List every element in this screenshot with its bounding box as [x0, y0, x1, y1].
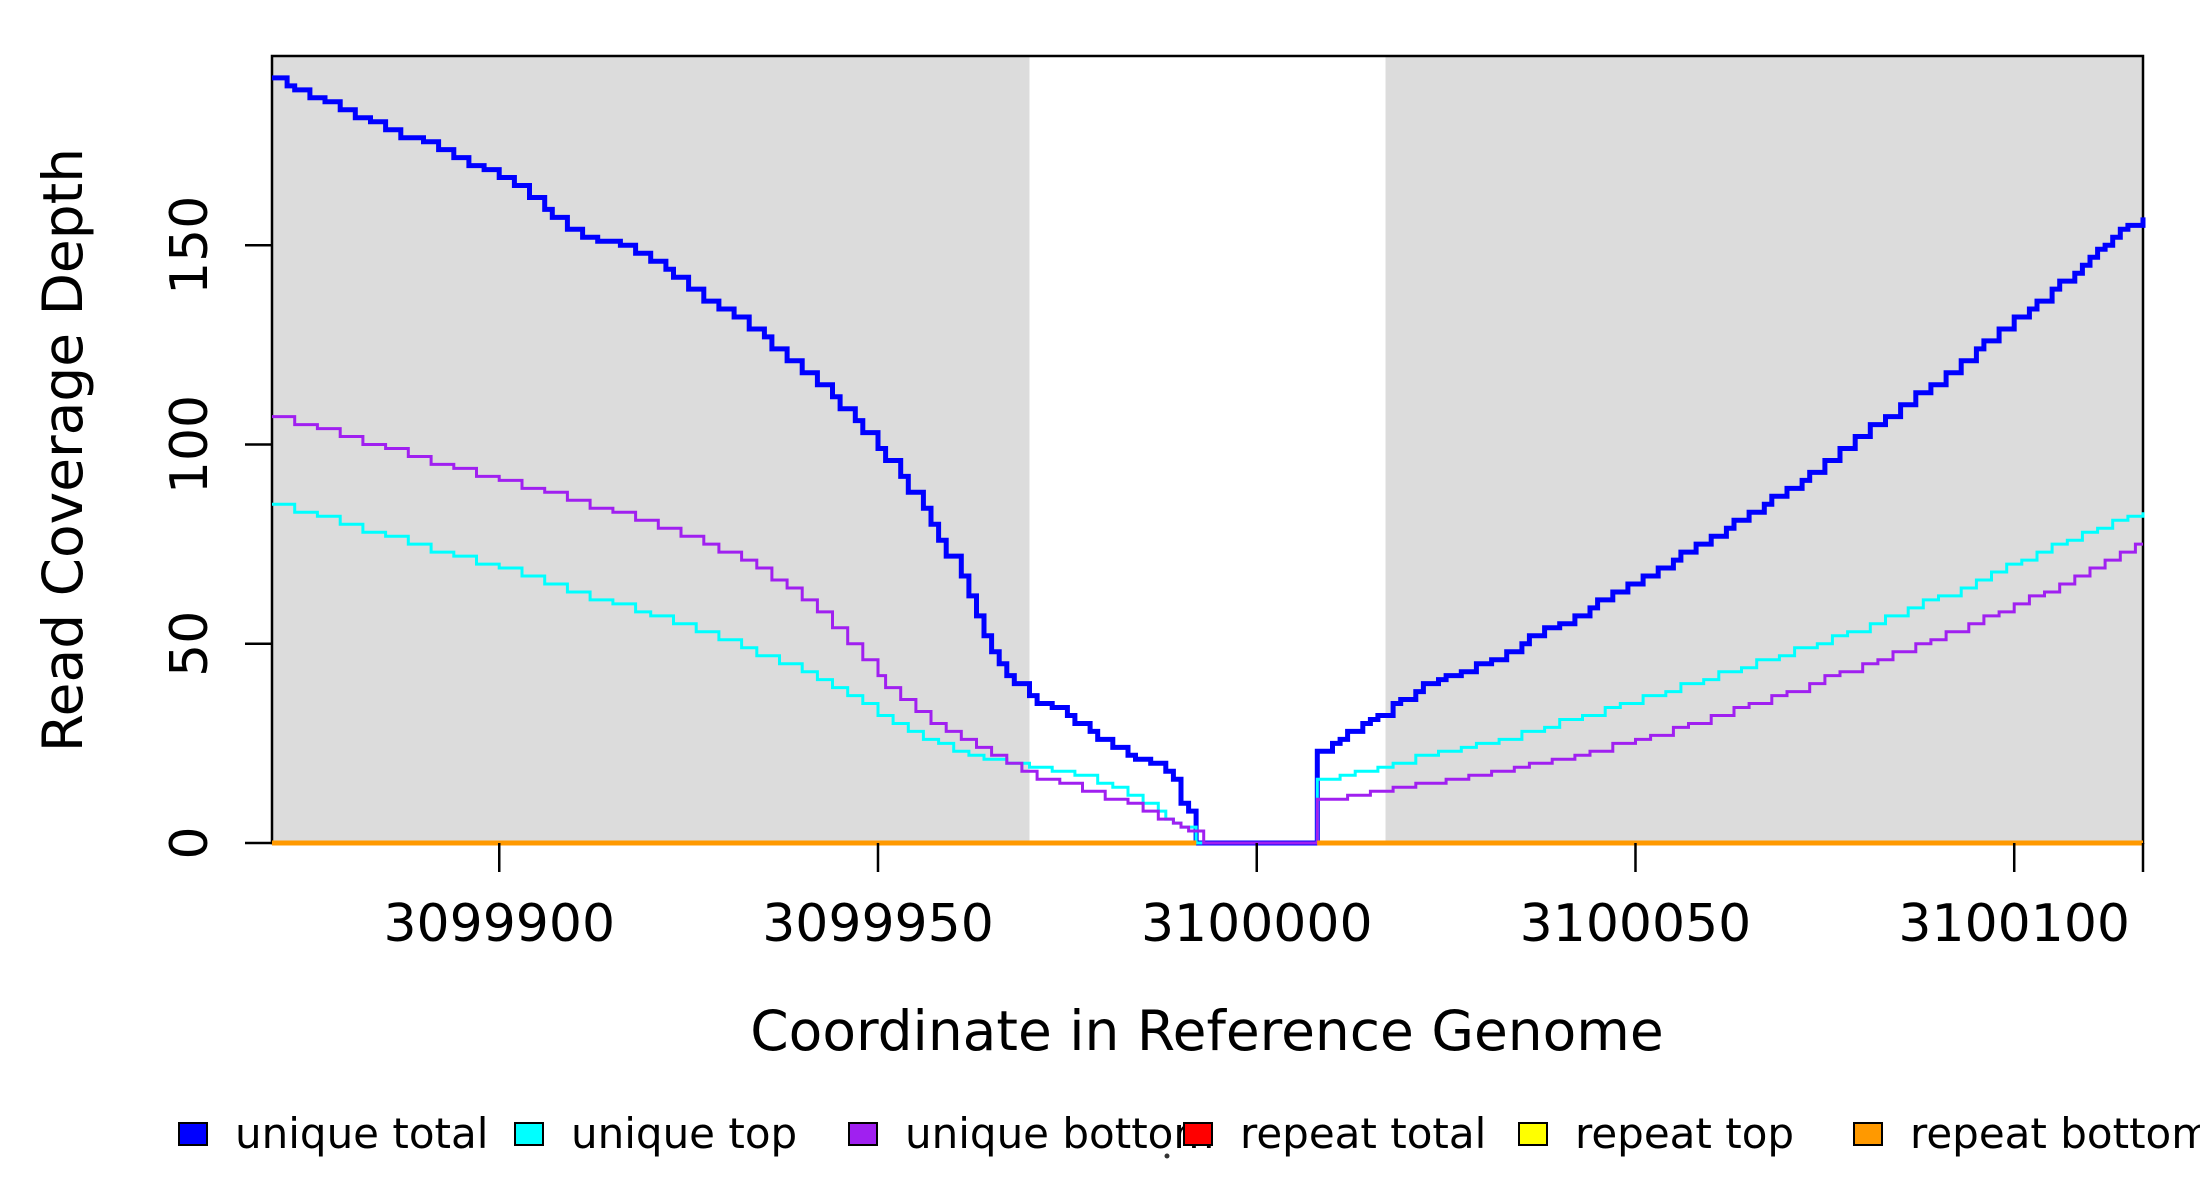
legend-item-repeat-total: repeat total — [1183, 1109, 1486, 1158]
small-dot — [1164, 1153, 1170, 1159]
series-line-unique-total — [272, 75, 2146, 846]
right-gray-region — [1385, 57, 2143, 843]
y-axis-title: Read Coverage Depth — [31, 148, 95, 752]
artifacts — [1164, 1153, 1170, 1159]
x-tick-label: 3100000 — [1141, 894, 1373, 954]
x-axis: 3099900 3099950 3100000 3100050 3100100 — [383, 843, 2145, 954]
legend-item-repeat-bottom: repeat bottom — [1853, 1109, 2200, 1158]
legend-item-unique-bottom: unique bottom — [848, 1109, 1214, 1158]
x-tick-label: 3100100 — [1898, 894, 2130, 954]
y-tick-label: 150 — [160, 196, 220, 295]
x-tick-label: 3100050 — [1520, 894, 1752, 954]
legend-swatch — [848, 1122, 878, 1146]
legend-item-unique-top: unique top — [514, 1109, 797, 1158]
legend-label: unique bottom — [905, 1109, 1214, 1158]
y-tick-label: 0 — [160, 826, 220, 859]
legend-swatch — [1853, 1122, 1883, 1146]
legend-item-repeat-top: repeat top — [1518, 1109, 1794, 1158]
legend-swatch — [1183, 1122, 1213, 1146]
legend: unique total unique top unique bottom repea… — [178, 1109, 2200, 1158]
legend-swatch — [1518, 1122, 1548, 1146]
legend-label: repeat top — [1575, 1109, 1794, 1158]
legend-swatch — [178, 1122, 208, 1146]
y-axis: 0 50 100 150 — [160, 196, 272, 860]
legend-item-unique-total: unique total — [178, 1109, 488, 1158]
series-lines — [272, 75, 2146, 846]
series-line-unique-bottom — [272, 415, 2143, 845]
y-tick-label: 50 — [160, 611, 220, 677]
x-tick-label: 3099900 — [383, 894, 615, 954]
x-axis-title: Coordinate in Reference Genome — [750, 999, 1663, 1063]
legend-label: unique total — [235, 1109, 488, 1158]
legend-label: unique top — [571, 1109, 797, 1158]
y-tick-label: 100 — [160, 395, 220, 494]
legend-label: repeat bottom — [1910, 1109, 2200, 1158]
legend-swatch — [514, 1122, 544, 1146]
shaded-regions — [272, 57, 2143, 843]
x-tick-label: 3099950 — [762, 894, 994, 954]
legend-label: repeat total — [1240, 1109, 1486, 1158]
